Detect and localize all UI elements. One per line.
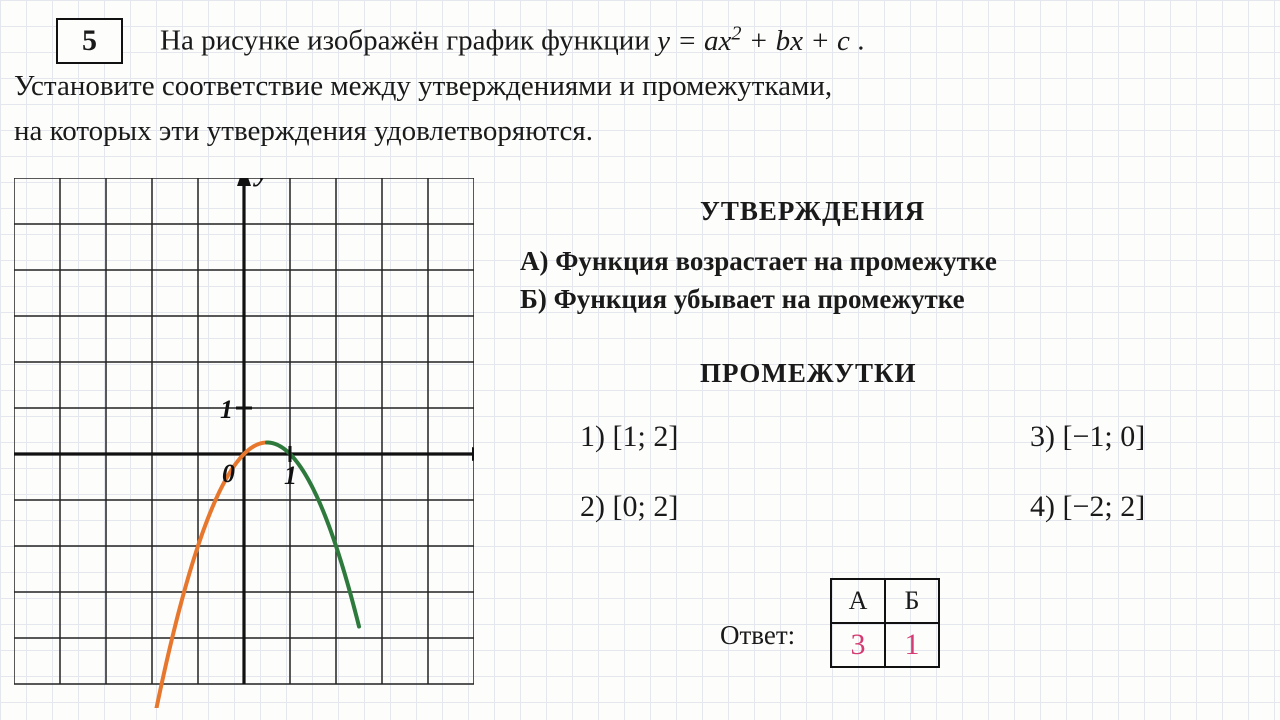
answer-table: А Б 3 1 — [830, 578, 940, 668]
svg-text:1: 1 — [284, 461, 297, 490]
interval-opt-2: 2) [0; 2] — [580, 490, 678, 524]
answer-label: Ответ: — [720, 620, 795, 651]
svg-text:y: y — [253, 178, 270, 187]
svg-text:0: 0 — [222, 459, 235, 488]
interval-opt-1: 1) [1; 2] — [580, 420, 678, 454]
text-1b: . — [857, 25, 864, 57]
statement-b: Б) Функция убывает на промежутке — [520, 284, 965, 315]
svg-text:1: 1 — [220, 395, 233, 424]
problem-number: 5 — [82, 24, 97, 57]
function-graph: yx011 — [14, 178, 474, 708]
text-1a: На рисунке изображён график функции — [160, 25, 657, 57]
problem-text: На рисунке изображён график функции y = … — [160, 18, 1260, 153]
answer-head-b: Б — [885, 579, 939, 623]
text-3: на которых эти утверждения удовлетворяют… — [14, 115, 593, 147]
problem-number-box: 5 — [56, 18, 123, 64]
interval-opt-4: 4) [−2; 2] — [1030, 490, 1145, 524]
statements-heading: УТВЕРЖДЕНИЯ — [700, 196, 925, 227]
statement-a: А) Функция возрастает на промежутке — [520, 246, 997, 277]
intervals-heading: ПРОМЕЖУТКИ — [700, 358, 917, 389]
answer-val-b: 1 — [885, 623, 939, 667]
function-formula: y = ax2 + bx + c — [657, 25, 850, 57]
answer-val-a: 3 — [831, 623, 885, 667]
text-2: Установите соответствие между утверждени… — [14, 70, 832, 102]
answer-head-a: А — [831, 579, 885, 623]
interval-opt-3: 3) [−1; 0] — [1030, 420, 1145, 454]
chart-svg: yx011 — [14, 178, 474, 708]
